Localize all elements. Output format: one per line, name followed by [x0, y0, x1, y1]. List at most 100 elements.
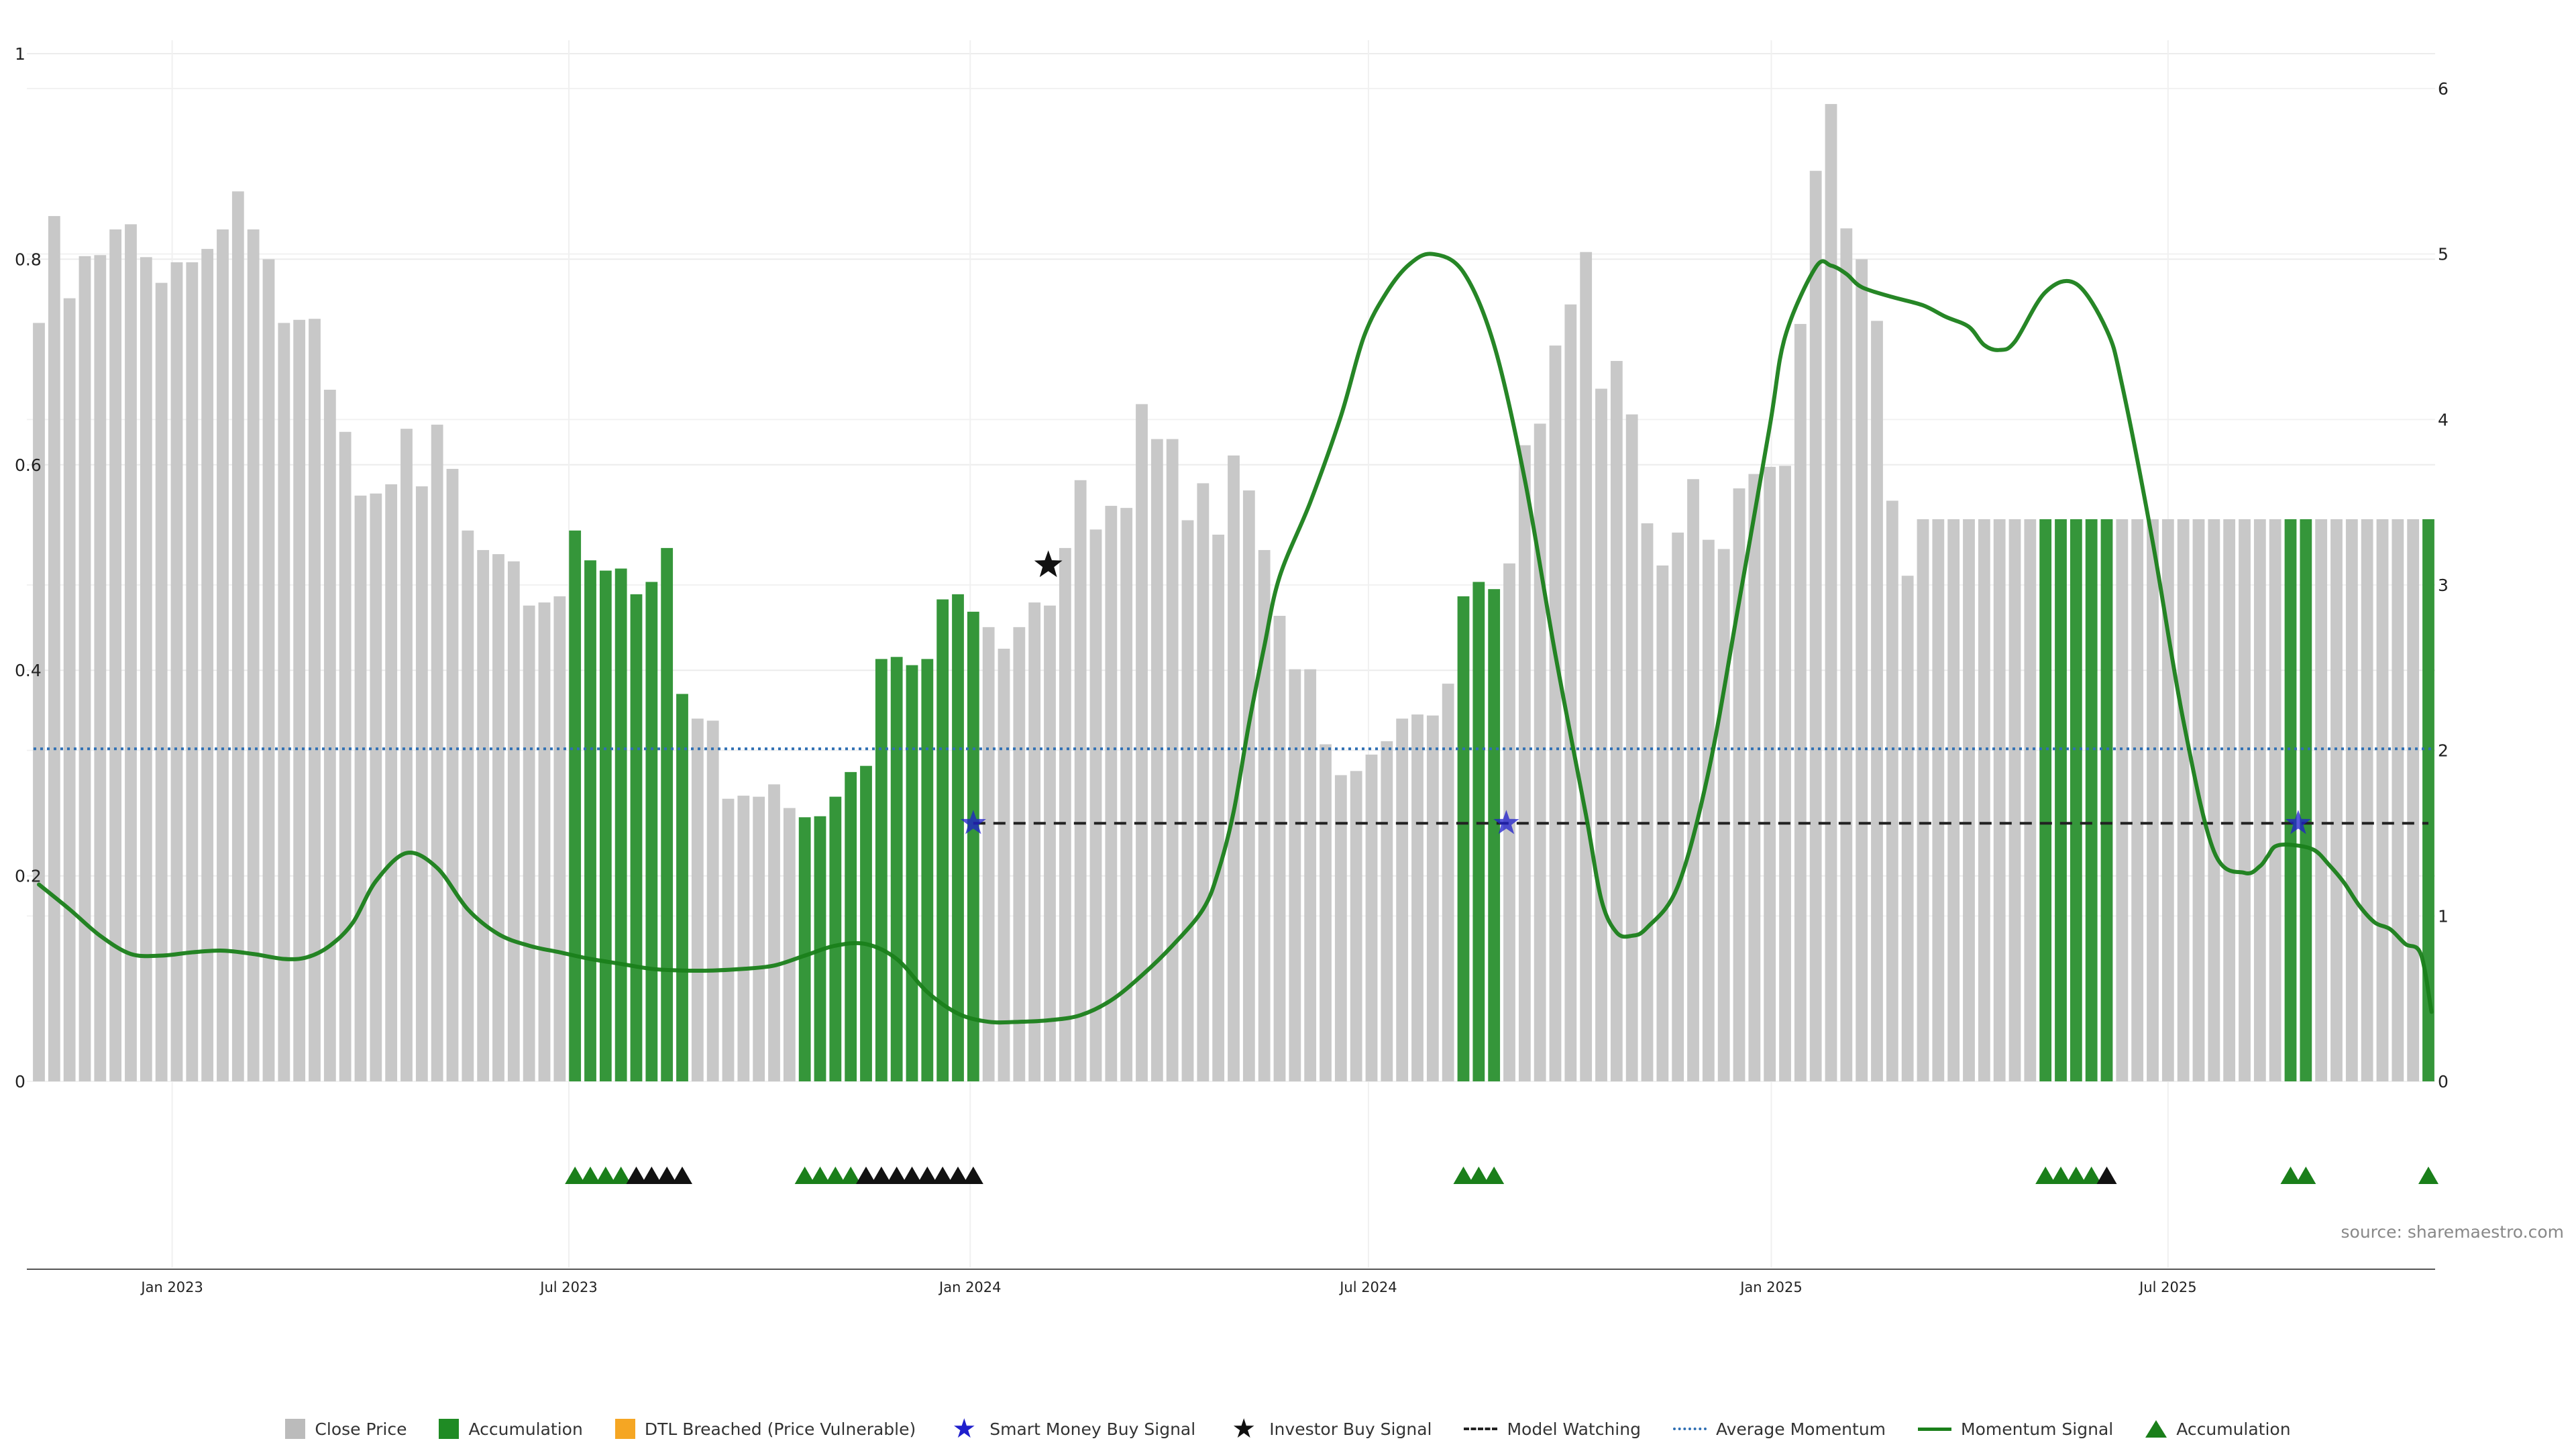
close-price-bar	[109, 229, 122, 1082]
close-price-bar	[446, 468, 459, 1081]
bars	[33, 104, 2434, 1082]
close-price-bar	[1304, 669, 1317, 1081]
close-price-bar	[1334, 775, 1347, 1081]
investor-triangle	[871, 1167, 892, 1184]
close-price-bar	[462, 530, 474, 1081]
close-price-bar	[1901, 576, 1914, 1081]
legend-item: Accumulation	[439, 1419, 583, 1439]
x-tick-label: Jul 2025	[2138, 1279, 2196, 1295]
close-price-bar	[1044, 605, 1056, 1081]
close-price-bar	[1228, 455, 1240, 1081]
close-price-bar	[1840, 228, 1853, 1082]
legend-item: Average Momentum	[1672, 1419, 1886, 1439]
close-price-bar	[339, 431, 352, 1081]
accumulation-triangle	[2418, 1167, 2438, 1184]
accumulation-bar	[1488, 589, 1501, 1081]
smart-money-star	[1493, 810, 1519, 835]
dashed-line-icon	[1464, 1428, 1498, 1430]
close-price-bar	[1702, 539, 1715, 1081]
accumulation-triangle	[595, 1167, 616, 1184]
close-price-bar	[2024, 519, 2037, 1081]
star-icon: ★	[1232, 1413, 1256, 1444]
accumulation-triangle	[2065, 1167, 2086, 1184]
accumulation-bar	[584, 560, 596, 1081]
y-right-tick-label: 1	[2438, 906, 2449, 926]
close-price-bar	[1641, 523, 1654, 1081]
close-price-bar	[94, 255, 107, 1082]
legend-label: Average Momentum	[1715, 1419, 1886, 1439]
close-price-bar	[523, 605, 535, 1081]
investor-triangle	[2096, 1167, 2117, 1184]
axes: 0 0.2 0.4 0.6 0.8 1 0 1 2 3 4 5 6 Jan 2023 Jul 2023 Jan…	[15, 44, 2449, 1295]
close-price-bar	[722, 798, 735, 1081]
accumulation-bar	[829, 796, 842, 1081]
y-right-tick-label: 0	[2438, 1072, 2449, 1091]
accumulation-bar	[614, 568, 627, 1081]
close-price-bar	[507, 561, 520, 1081]
accumulation-triangle	[580, 1167, 600, 1184]
close-price-bar	[1809, 170, 1822, 1082]
solid-line-icon	[1918, 1427, 1952, 1431]
legend-swatch	[439, 1419, 460, 1439]
y-left-tick-label: 0.8	[15, 250, 42, 269]
close-price-bar	[309, 319, 321, 1082]
legend-label: DTL Breached (Price Vulnerable)	[644, 1419, 916, 1439]
accumulation-bar	[676, 694, 688, 1081]
legend-swatch	[614, 1419, 635, 1439]
close-price-bar	[1534, 423, 1546, 1081]
close-price-bar	[1089, 529, 1102, 1081]
accumulation-bar	[1457, 596, 1470, 1081]
chart: 0 0.2 0.4 0.6 0.8 1 0 1 2 3 4 5 6 Jan 2023 Jul 2023 Jan…	[15, 40, 2564, 1295]
close-price-bar	[125, 224, 137, 1081]
legend-label: Investor Buy Signal	[1269, 1419, 1432, 1439]
investor-triangle	[963, 1167, 983, 1184]
investor-triangle	[856, 1167, 876, 1184]
buy-signals	[960, 550, 2311, 835]
close-price-bar	[1150, 439, 1163, 1081]
close-price-bar	[1396, 718, 1409, 1081]
accumulation-bar	[875, 659, 888, 1081]
accumulation-triangle	[2081, 1167, 2102, 1184]
close-price-bar	[2345, 519, 2358, 1081]
close-price-bar	[1779, 466, 1791, 1081]
close-price-bar	[278, 323, 290, 1081]
accumulation-triangle	[1468, 1167, 1489, 1184]
close-price-bar	[1672, 532, 1684, 1081]
legend-item: DTL Breached (Price Vulnerable)	[614, 1419, 916, 1439]
x-tick-label: Jul 2023	[539, 1279, 597, 1295]
close-price-bar	[553, 596, 566, 1081]
close-price-bar	[2147, 519, 2159, 1081]
close-price-bar	[1794, 323, 1807, 1081]
close-price-bar	[2407, 519, 2420, 1081]
close-price-bar	[2330, 519, 2343, 1081]
close-price-bar	[1687, 479, 1699, 1081]
close-price-bar	[201, 249, 214, 1082]
close-price-bar	[492, 554, 504, 1081]
y-right-tick-label: 4	[2438, 410, 2449, 429]
close-price-bar	[415, 486, 428, 1081]
legend-label: Close Price	[315, 1419, 407, 1439]
smart-money-star	[2285, 810, 2311, 835]
y-right-tick-label: 3	[2438, 576, 2449, 595]
accumulation-bar	[2055, 519, 2067, 1081]
close-price-bar	[1717, 549, 1730, 1081]
close-price-bar	[186, 262, 199, 1082]
close-price-bar	[2223, 519, 2236, 1081]
close-price-bar	[1932, 519, 1945, 1081]
close-price-bar	[431, 425, 443, 1081]
close-price-bar	[783, 808, 796, 1081]
close-price-bar	[1120, 508, 1133, 1081]
accumulation-bar	[952, 594, 964, 1081]
accumulation-triangle	[810, 1167, 830, 1184]
close-price-bar	[323, 389, 336, 1081]
close-price-bar	[1442, 684, 1454, 1081]
legend-label: Smart Money Buy Signal	[989, 1419, 1196, 1439]
close-price-bar	[231, 191, 244, 1082]
close-price-bar	[2131, 519, 2144, 1081]
close-price-bar	[1320, 744, 1332, 1081]
accumulation-triangle	[1453, 1167, 1474, 1184]
close-price-bar	[140, 257, 152, 1082]
accumulation-bar	[2085, 519, 2098, 1081]
close-price-bar	[293, 319, 306, 1082]
accumulation-bar	[630, 594, 643, 1081]
